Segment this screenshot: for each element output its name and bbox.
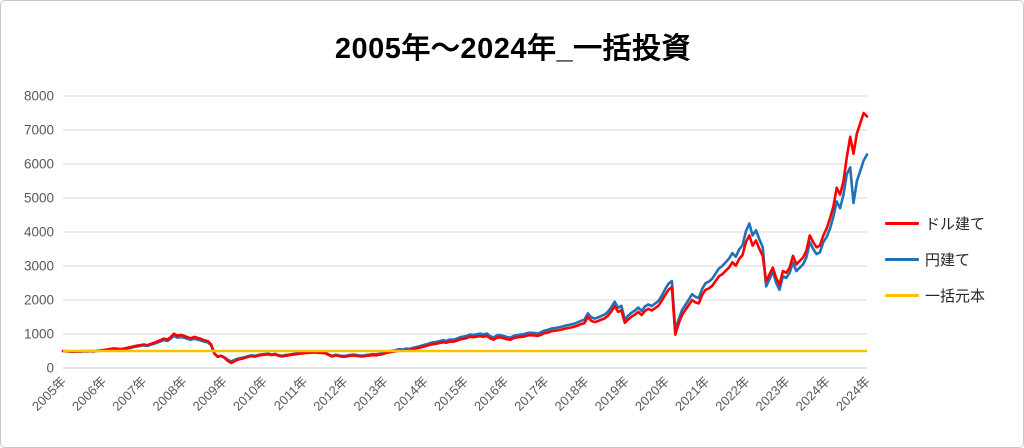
series-line-dollar bbox=[61, 111, 869, 365]
x-axis-tick-label: 2019年 bbox=[592, 374, 632, 414]
x-axis-tick-label: 2017年 bbox=[511, 374, 551, 414]
legend-item-yen: 円建て bbox=[885, 249, 985, 270]
y-axis-tick-label: 5000 bbox=[24, 191, 54, 206]
x-axis-tick-label: 2024年 bbox=[793, 374, 833, 414]
y-axis-tick-label: 2000 bbox=[24, 293, 54, 308]
y-axis-tick-label: 0 bbox=[46, 361, 54, 376]
x-axis-tick-label: 2021年 bbox=[672, 374, 712, 414]
legend-label-principal: 一括元本 bbox=[925, 288, 986, 305]
x-axis-tick-label: 2020年 bbox=[632, 374, 672, 414]
x-axis-tick-label: 2018年 bbox=[551, 374, 591, 414]
x-axis-tick-label: 2013年 bbox=[350, 374, 390, 414]
legend-line-swatch-dollar-icon bbox=[885, 222, 919, 225]
legend-item-dollar: ドル建て bbox=[885, 213, 985, 234]
x-axis-tick-label: 2005年 bbox=[29, 374, 69, 414]
y-axis-tick-label: 3000 bbox=[24, 259, 54, 274]
series-line-yen bbox=[61, 153, 869, 363]
x-axis-tick-label: 2023年 bbox=[752, 374, 792, 414]
x-axis-tick-label: 2010年 bbox=[230, 374, 270, 414]
x-axis-tick-label: 2014年 bbox=[391, 374, 431, 414]
x-axis-tick-label: 2012年 bbox=[310, 374, 350, 414]
legend: ドル建て 円建て 一括元本 bbox=[885, 213, 985, 306]
x-axis-tick-label: 2009年 bbox=[190, 374, 230, 414]
y-axis-tick-label: 8000 bbox=[24, 89, 54, 104]
y-axis-tick-label: 1000 bbox=[24, 327, 54, 342]
y-axis-tick-label: 4000 bbox=[24, 225, 54, 240]
x-axis-tick-label: 2011年 bbox=[271, 374, 311, 414]
legend-label-dollar: ドル建て bbox=[925, 216, 986, 233]
chart-title: 2005年～2024年_一括投資 bbox=[334, 33, 692, 65]
legend-line-swatch-principal-icon bbox=[885, 294, 919, 297]
x-axis-tick-label: 2007年 bbox=[109, 374, 149, 414]
x-axis-tick-label: 2016年 bbox=[471, 374, 511, 414]
x-axis-tick-label: 2015年 bbox=[431, 374, 471, 414]
y-axis-tick-label: 7000 bbox=[24, 123, 54, 138]
legend-label-yen: 円建て bbox=[925, 252, 971, 269]
x-axis-tick-label: 2022年 bbox=[712, 374, 752, 414]
y-axis-tick-label: 6000 bbox=[24, 157, 54, 172]
legend-item-principal: 一括元本 bbox=[885, 285, 985, 306]
x-axis-tick-label: 2006年 bbox=[69, 374, 109, 414]
legend-line-swatch-yen-icon bbox=[885, 258, 919, 261]
x-axis-tick-label: 2008年 bbox=[149, 374, 189, 414]
x-axis-tick-label: 2024年 bbox=[833, 374, 873, 414]
